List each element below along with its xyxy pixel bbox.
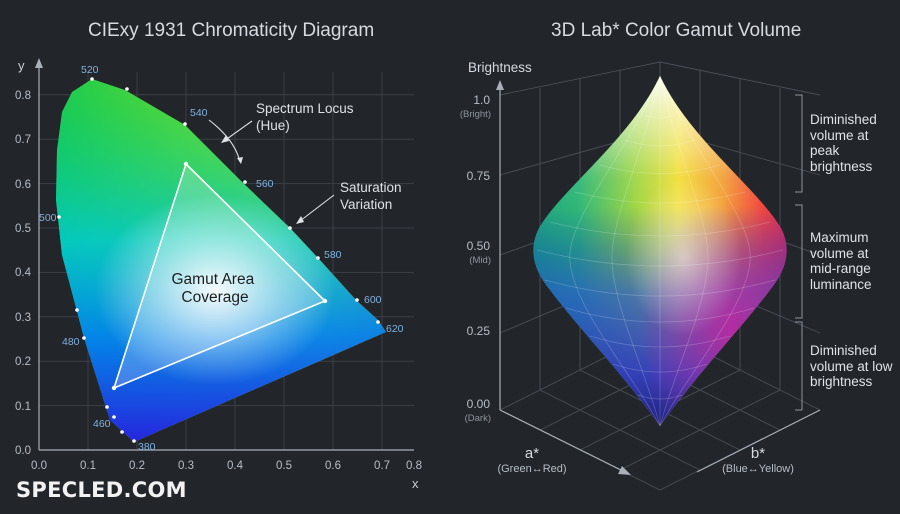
wavelength-label: 560 [256,178,274,190]
locus-markers [57,77,380,443]
x-tick-label: 0.3 [178,460,194,472]
gamut-solid [533,76,787,426]
wavelength-label: 600 [364,294,382,306]
x-tick-label: 0.1 [80,460,96,472]
left-panel-title: CIExy 1931 Chromaticity Diagram [88,20,375,41]
x-tick-label: 0.5 [276,460,292,472]
a-axis-sublabel: (Green↔Red) [497,463,566,475]
wavelength-label: 620 [386,323,404,335]
brightness-tick-label: 1.0 [473,93,490,107]
saturation-label: Saturation Variation [340,180,405,212]
y-tick-label: 0.2 [15,356,31,368]
brightness-tick-label: 0.00 [467,397,491,411]
axes [35,58,414,451]
y-axis-label: y [18,58,25,73]
brightness-tick-note: (Mid) [469,255,491,266]
right-panel-title: 3D Lab* Color Gamut Volume [551,20,802,41]
spectrum-locus-label: Spectrum Locus (Hue) [256,101,357,133]
x-tick-label: 0.6 [325,460,341,472]
brightness-axis-label: Brightness [468,60,532,75]
a-axis-label: a* [525,445,539,462]
wavelength-label: 480 [62,336,80,348]
y-tick-label: 0.6 [15,179,31,191]
gamut-volume-3d: Brightness 1.0 0.75 0.50 0.25 0.00 (Brig… [460,60,821,491]
x-tick-label: 0.8 [406,460,422,472]
wavelength-label: 520 [81,64,99,76]
y-tick-label: 0.3 [15,312,31,324]
y-tick-label: 0.5 [15,223,31,235]
b-axis-label: b* [751,445,765,462]
side-note-mid: Maximum volume at mid-range luminance [810,230,872,292]
brightness-tick-label: 0.75 [467,169,491,183]
watermark-logo: SPECLED.COM [16,478,187,502]
x-tick-label: 0.4 [227,460,244,472]
side-note-low: Diminished volume at low brightness [810,343,893,389]
wavelength-label: 580 [324,249,342,261]
brightness-axis [496,80,504,410]
x-tick-label: 0.7 [374,460,390,472]
y-tick-label: 0.1 [15,401,31,413]
y-tick-label: 0.8 [15,90,31,102]
wavelength-label: 460 [93,418,111,430]
x-axis-label: x [412,476,419,491]
y-tick-label: 0.0 [15,445,31,457]
gamut-triangle [112,162,327,390]
brightness-tick-note: (Bright) [460,109,491,120]
wavelength-label: 380 [138,441,156,453]
floor-axes [499,409,821,475]
b-axis-sublabel: (Blue↔Yellow) [722,463,794,475]
y-tick-label: 0.7 [15,134,31,146]
side-brackets [795,94,803,411]
chromaticity-diagram: y x 0.0 0.1 0.2 0.3 0.4 0.5 0.6 0.7 0.8 … [15,58,422,491]
wavelength-label: 500 [39,212,57,224]
spectrum-locus-annotation [208,119,253,164]
y-tick-label: 0.4 [15,267,32,279]
brightness-tick-note: (Dark) [465,413,491,424]
gamut-area-label: Gamut Area Coverage [171,271,258,306]
x-tick-label: 0.2 [129,460,145,472]
saturation-annotation [296,194,335,224]
side-note-peak: Diminished volume at peak brightness [810,112,877,174]
x-tick-label: 0.0 [31,460,47,472]
brightness-tick-label: 0.25 [467,324,491,338]
wavelength-label: 540 [190,107,208,119]
brightness-tick-label: 0.50 [467,239,491,253]
